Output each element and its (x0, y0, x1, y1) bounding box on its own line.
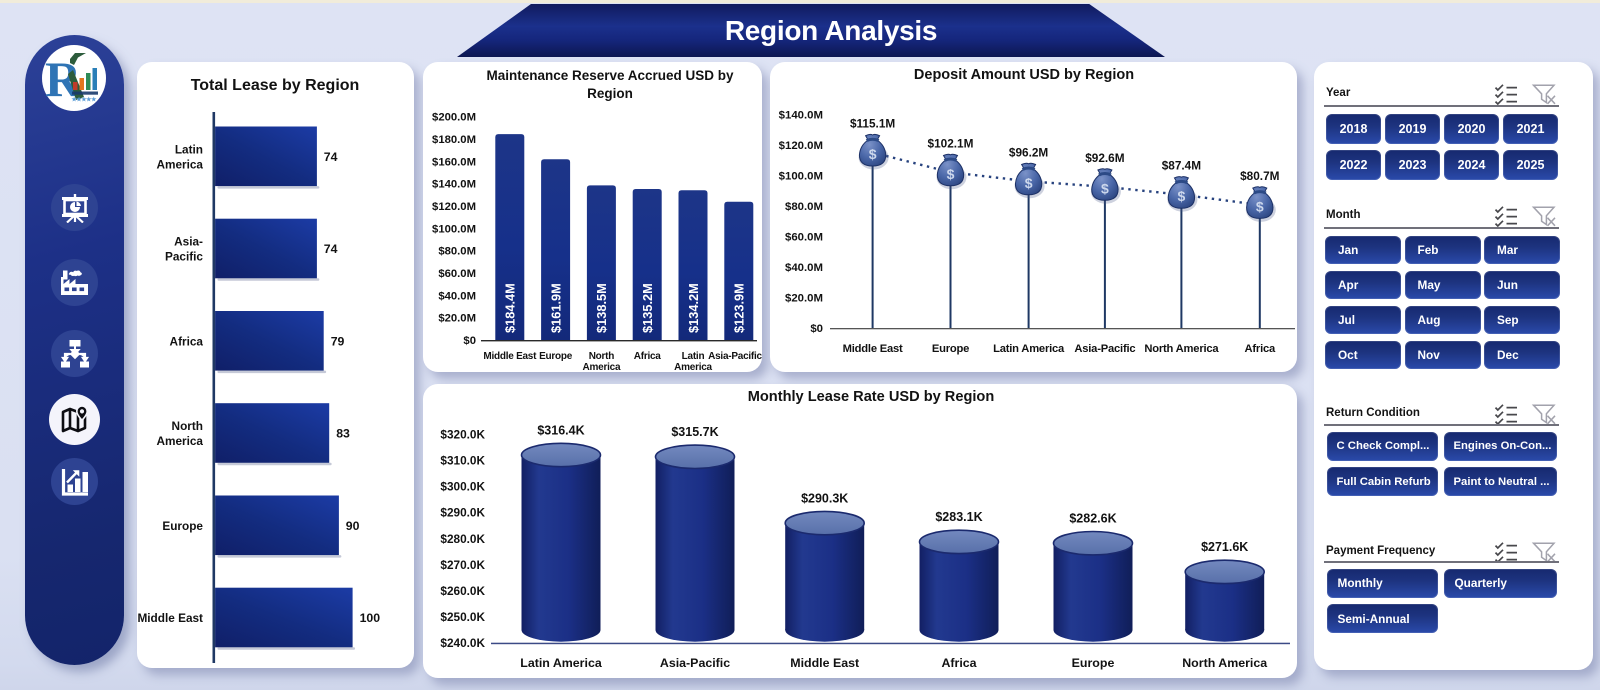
svg-text:North America: North America (1182, 656, 1267, 670)
svg-text:$: $ (947, 166, 955, 182)
svg-text:$138.5M: $138.5M (594, 283, 609, 333)
svg-text:$310.0K: $310.0K (440, 454, 485, 468)
svg-text:North: North (172, 419, 203, 433)
svg-text:$120.0M: $120.0M (779, 140, 823, 152)
svg-text:Maintenance Reserve Accrued US: Maintenance Reserve Accrued USD by (486, 68, 734, 83)
svg-text:$96.2M: $96.2M (1009, 145, 1049, 159)
svg-text:Africa: Africa (634, 351, 662, 362)
svg-text:$: $ (869, 146, 877, 162)
svg-text:$134.2M: $134.2M (686, 283, 701, 333)
svg-text:Europe: Europe (932, 343, 969, 355)
svg-text:$20.0M: $20.0M (785, 293, 823, 305)
svg-text:America: America (583, 362, 621, 372)
svg-text:$140.0M: $140.0M (432, 179, 476, 191)
svg-text:$: $ (1256, 198, 1264, 214)
svg-text:$300.0K: $300.0K (440, 480, 485, 494)
svg-text:Monthly Lease Rate USD by Regi: Monthly Lease Rate USD by Region (748, 389, 995, 405)
svg-text:North America: North America (1144, 343, 1219, 355)
svg-text:74: 74 (324, 242, 338, 256)
svg-text:Asia-Pacific: Asia-Pacific (708, 351, 762, 362)
svg-text:74: 74 (324, 150, 338, 164)
svg-text:Asia-Pacific: Asia-Pacific (660, 656, 730, 670)
svg-text:$100.0M: $100.0M (432, 223, 476, 235)
svg-text:$20.0M: $20.0M (438, 313, 476, 325)
svg-text:$282.6K: $282.6K (1069, 512, 1116, 526)
svg-text:Middle East: Middle East (843, 343, 903, 355)
svg-text:$240.0K: $240.0K (440, 636, 485, 650)
svg-text:$280.0K: $280.0K (440, 532, 485, 546)
svg-text:$160.0M: $160.0M (432, 156, 476, 168)
svg-text:Middle East: Middle East (790, 656, 859, 670)
svg-text:Latin America: Latin America (993, 343, 1065, 355)
svg-text:$40.0M: $40.0M (438, 290, 476, 302)
svg-text:Europe: Europe (162, 519, 203, 533)
svg-text:Africa: Africa (170, 334, 204, 348)
svg-text:$115.1M: $115.1M (850, 117, 895, 131)
svg-text:$320.0K: $320.0K (440, 427, 485, 441)
svg-text:$200.0M: $200.0M (432, 112, 476, 124)
svg-text:Latin America: Latin America (520, 656, 602, 670)
svg-text:$250.0K: $250.0K (440, 610, 485, 624)
svg-text:$290.3K: $290.3K (801, 491, 848, 505)
svg-text:Total Lease by Region: Total Lease by Region (191, 77, 360, 94)
svg-text:America: America (156, 157, 203, 171)
svg-text:$: $ (1101, 180, 1109, 196)
svg-text:79: 79 (331, 334, 345, 348)
svg-text:$316.4K: $316.4K (537, 423, 584, 437)
svg-text:$184.4M: $184.4M (503, 283, 518, 333)
svg-text:$290.0K: $290.0K (440, 506, 485, 520)
svg-text:$102.1M: $102.1M (928, 136, 974, 150)
svg-text:$270.0K: $270.0K (440, 558, 485, 572)
svg-text:$: $ (1025, 175, 1033, 191)
svg-text:$260.0K: $260.0K (440, 584, 485, 598)
svg-text:$283.1K: $283.1K (935, 510, 982, 524)
svg-text:Latin: Latin (682, 351, 705, 362)
svg-text:$80.7M: $80.7M (1240, 169, 1280, 183)
svg-text:America: America (674, 362, 712, 372)
svg-text:North: North (589, 351, 615, 362)
svg-text:$40.0M: $40.0M (785, 262, 823, 274)
svg-text:$0: $0 (463, 335, 476, 347)
svg-text:$60.0M: $60.0M (785, 232, 823, 244)
svg-text:Europe: Europe (1072, 656, 1115, 670)
svg-text:$271.6K: $271.6K (1201, 540, 1248, 554)
svg-text:Africa: Africa (941, 656, 976, 670)
svg-text:Africa: Africa (1245, 343, 1276, 355)
svg-text:Asia-: Asia- (174, 235, 203, 249)
svg-text:$180.0M: $180.0M (432, 134, 476, 146)
svg-text:$: $ (1178, 188, 1186, 204)
svg-text:$80.0M: $80.0M (785, 201, 823, 213)
svg-text:America: America (156, 434, 203, 448)
svg-text:Asia-Pacific: Asia-Pacific (1074, 343, 1135, 355)
svg-text:Middle East: Middle East (137, 611, 203, 625)
svg-text:Deposit Amount USD by Region: Deposit Amount USD by Region (914, 67, 1134, 83)
svg-text:100: 100 (360, 611, 381, 625)
svg-text:$87.4M: $87.4M (1162, 159, 1202, 173)
svg-text:★★★★★: ★★★★★ (71, 96, 97, 104)
svg-text:$161.9M: $161.9M (548, 283, 563, 333)
svg-text:Pacific: Pacific (165, 250, 203, 264)
svg-text:$60.0M: $60.0M (438, 268, 476, 280)
svg-text:$0: $0 (810, 323, 823, 335)
svg-text:Latin: Latin (175, 142, 203, 156)
svg-text:$140.0M: $140.0M (779, 110, 823, 122)
svg-text:$120.0M: $120.0M (432, 201, 476, 213)
svg-text:90: 90 (346, 519, 360, 533)
svg-text:Middle East: Middle East (483, 351, 537, 362)
svg-text:$80.0M: $80.0M (438, 246, 476, 258)
svg-text:$315.7K: $315.7K (671, 425, 718, 439)
svg-text:$100.0M: $100.0M (779, 171, 823, 183)
svg-text:Region: Region (587, 86, 633, 101)
svg-text:83: 83 (336, 427, 350, 441)
svg-text:$123.9M: $123.9M (732, 283, 747, 333)
svg-text:Europe: Europe (539, 351, 573, 362)
svg-text:$92.6M: $92.6M (1085, 151, 1125, 165)
svg-text:$135.2M: $135.2M (640, 283, 655, 333)
